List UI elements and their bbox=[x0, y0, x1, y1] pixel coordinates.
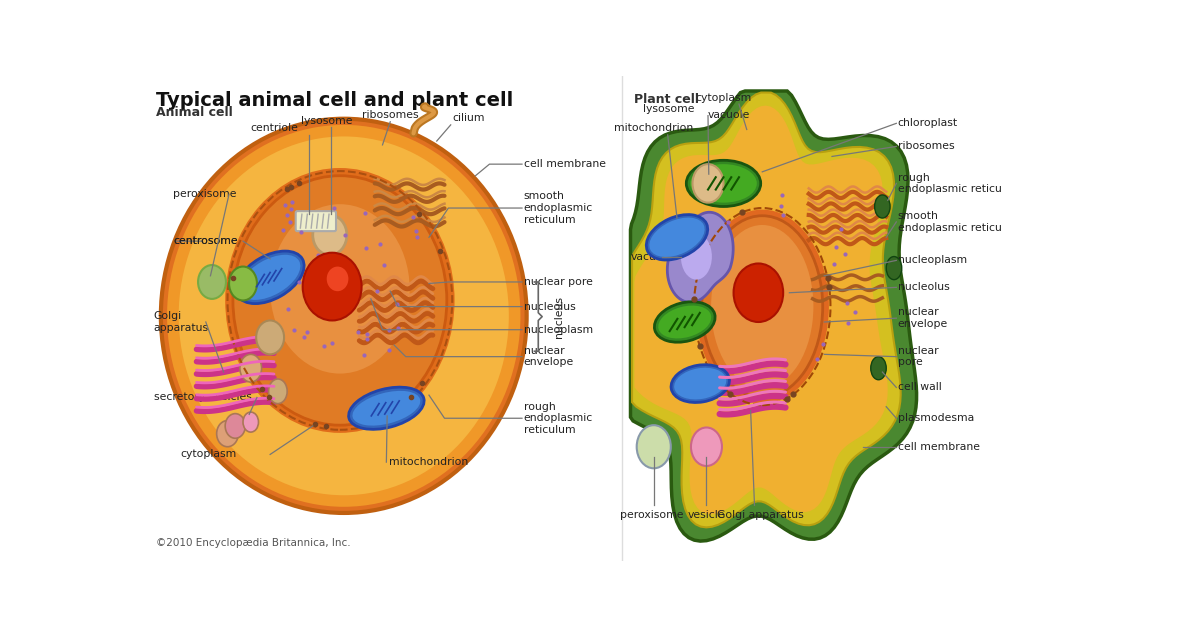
Ellipse shape bbox=[240, 354, 262, 382]
Text: ribosomes: ribosomes bbox=[362, 110, 419, 120]
Text: Animal cell: Animal cell bbox=[156, 106, 233, 120]
Text: nucleolus: nucleolus bbox=[898, 282, 949, 292]
Text: Typical animal cell and plant cell: Typical animal cell and plant cell bbox=[156, 91, 514, 110]
Text: peroxisome: peroxisome bbox=[620, 510, 684, 520]
Text: smooth
endoplasmic reticu: smooth endoplasmic reticu bbox=[898, 211, 1002, 232]
Text: vesicle: vesicle bbox=[688, 510, 725, 520]
Text: mitochondrion: mitochondrion bbox=[389, 457, 469, 467]
Text: Golgi
apparatus: Golgi apparatus bbox=[154, 311, 209, 333]
Text: smooth
endoplasmic
reticulum: smooth endoplasmic reticulum bbox=[523, 192, 593, 225]
FancyBboxPatch shape bbox=[295, 211, 336, 231]
Ellipse shape bbox=[690, 164, 757, 203]
Ellipse shape bbox=[712, 225, 814, 388]
Ellipse shape bbox=[269, 379, 287, 404]
Ellipse shape bbox=[875, 195, 890, 218]
Text: nucleus: nucleus bbox=[553, 295, 564, 338]
Text: peroxisome: peroxisome bbox=[173, 189, 236, 199]
Ellipse shape bbox=[637, 425, 671, 468]
Ellipse shape bbox=[702, 215, 823, 398]
Text: nucleoplasm: nucleoplasm bbox=[523, 324, 593, 335]
Ellipse shape bbox=[654, 302, 715, 342]
Text: nuclear
pore: nuclear pore bbox=[898, 346, 938, 367]
Text: nuclear
envelope: nuclear envelope bbox=[523, 346, 574, 367]
Ellipse shape bbox=[233, 176, 446, 425]
Text: nucleoplasm: nucleoplasm bbox=[898, 255, 967, 265]
Ellipse shape bbox=[647, 215, 708, 260]
Ellipse shape bbox=[226, 414, 245, 438]
Polygon shape bbox=[667, 212, 733, 302]
Ellipse shape bbox=[659, 306, 712, 338]
Text: cytoplasm: cytoplasm bbox=[695, 93, 751, 103]
Text: nuclear
envelope: nuclear envelope bbox=[898, 307, 948, 329]
Text: cell membrane: cell membrane bbox=[523, 159, 606, 169]
Text: cytoplasm: cytoplasm bbox=[180, 449, 236, 459]
Ellipse shape bbox=[326, 266, 348, 291]
Ellipse shape bbox=[674, 368, 726, 399]
Ellipse shape bbox=[871, 357, 887, 380]
Text: nuclear pore: nuclear pore bbox=[523, 277, 593, 287]
Ellipse shape bbox=[226, 168, 455, 433]
Ellipse shape bbox=[270, 204, 409, 374]
Ellipse shape bbox=[733, 263, 784, 322]
Ellipse shape bbox=[167, 125, 521, 507]
Ellipse shape bbox=[242, 412, 258, 432]
Ellipse shape bbox=[313, 215, 347, 255]
Ellipse shape bbox=[649, 217, 704, 257]
Ellipse shape bbox=[671, 365, 730, 403]
Ellipse shape bbox=[179, 137, 509, 495]
Text: plasmodesma: plasmodesma bbox=[898, 413, 974, 423]
Ellipse shape bbox=[198, 265, 226, 299]
Text: rough
endoplasmic reticu: rough endoplasmic reticu bbox=[898, 173, 1002, 194]
Ellipse shape bbox=[691, 428, 722, 466]
Text: Plant cell: Plant cell bbox=[635, 93, 700, 106]
Ellipse shape bbox=[229, 266, 257, 301]
Ellipse shape bbox=[680, 234, 712, 280]
Text: lysosome: lysosome bbox=[301, 116, 353, 125]
Text: Golgi apparatus: Golgi apparatus bbox=[718, 510, 804, 520]
Text: centriole: centriole bbox=[250, 123, 298, 134]
Text: vacuole: vacuole bbox=[708, 110, 750, 120]
Ellipse shape bbox=[161, 118, 527, 513]
Text: secretory vesicles: secretory vesicles bbox=[154, 392, 252, 403]
Text: ribosomes: ribosomes bbox=[898, 142, 954, 151]
Text: cell membrane: cell membrane bbox=[898, 442, 980, 452]
Text: centrosome: centrosome bbox=[173, 236, 238, 246]
Text: lysosome: lysosome bbox=[643, 104, 695, 114]
Polygon shape bbox=[632, 93, 901, 527]
Polygon shape bbox=[635, 106, 888, 514]
Text: chloroplast: chloroplast bbox=[898, 118, 958, 129]
Ellipse shape bbox=[256, 321, 284, 354]
Ellipse shape bbox=[353, 391, 420, 426]
Text: mitochondrion: mitochondrion bbox=[614, 123, 694, 134]
Ellipse shape bbox=[692, 164, 724, 203]
Ellipse shape bbox=[349, 387, 424, 429]
Text: rough
endoplasmic
reticulum: rough endoplasmic reticulum bbox=[523, 402, 593, 435]
Ellipse shape bbox=[302, 253, 361, 321]
Ellipse shape bbox=[887, 256, 901, 280]
Text: cilium: cilium bbox=[452, 113, 485, 123]
Text: nucleolus: nucleolus bbox=[523, 302, 575, 312]
Ellipse shape bbox=[696, 210, 829, 404]
Ellipse shape bbox=[236, 251, 304, 304]
Polygon shape bbox=[630, 91, 917, 541]
Ellipse shape bbox=[686, 160, 761, 207]
Ellipse shape bbox=[217, 421, 239, 447]
Text: ©2010 Encyclopædia Britannica, Inc.: ©2010 Encyclopædia Britannica, Inc. bbox=[156, 539, 350, 548]
Text: centrosome: centrosome bbox=[173, 236, 238, 246]
Ellipse shape bbox=[240, 255, 300, 300]
Text: cell wall: cell wall bbox=[898, 382, 942, 392]
Text: vacuole: vacuole bbox=[630, 251, 673, 261]
